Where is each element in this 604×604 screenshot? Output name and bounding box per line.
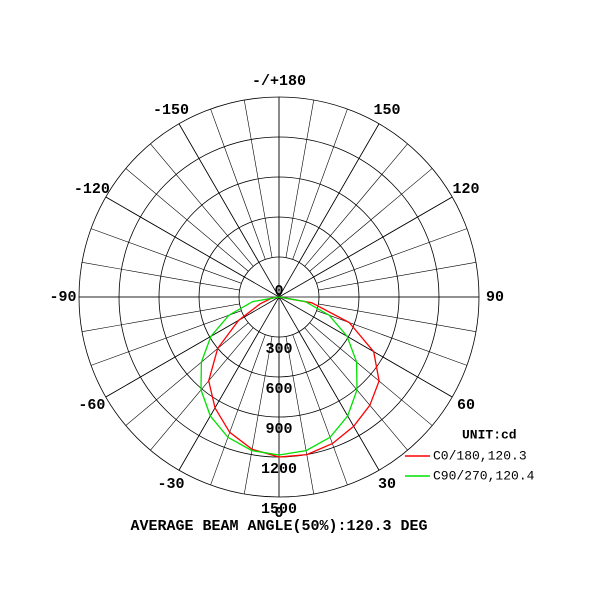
angle-tick-label: 60 bbox=[457, 397, 475, 414]
angle-grid-line bbox=[178, 123, 280, 298]
angle-tick-label: 0 bbox=[274, 505, 283, 522]
angle-tick-label: -120 bbox=[74, 181, 110, 198]
angle-tick-label: -/+180 bbox=[252, 73, 306, 90]
series-line bbox=[200, 296, 358, 456]
angle-grid-line bbox=[278, 296, 453, 398]
angle-tick-label: -90 bbox=[49, 289, 76, 306]
legend-title: UNIT:cd bbox=[462, 427, 517, 442]
angle-tick-label: -30 bbox=[157, 476, 184, 493]
angle-grid-line bbox=[105, 196, 280, 298]
angle-tick-label: 150 bbox=[373, 102, 400, 119]
angle-tick-label: 120 bbox=[453, 181, 480, 198]
angle-grid-line bbox=[278, 296, 380, 471]
angle-grid-line bbox=[278, 123, 380, 298]
angle-tick-label: -60 bbox=[78, 397, 105, 414]
angle-tick-label: -150 bbox=[153, 102, 189, 119]
annotation: AVERAGE BEAM ANGLE(50%):120.3 DEG bbox=[130, 518, 427, 535]
r-tick-label: 1500 bbox=[261, 501, 297, 518]
angle-grid-line bbox=[105, 296, 280, 398]
angle-tick-label: 30 bbox=[378, 476, 396, 493]
angle-grid-line bbox=[178, 296, 280, 471]
series-line bbox=[208, 296, 380, 458]
legend-label: C0/180,120.3 bbox=[433, 448, 527, 463]
angle-grid-line bbox=[278, 196, 453, 298]
angle-tick-label: 90 bbox=[486, 289, 504, 306]
legend-label: C90/270,120.4 bbox=[433, 468, 535, 483]
